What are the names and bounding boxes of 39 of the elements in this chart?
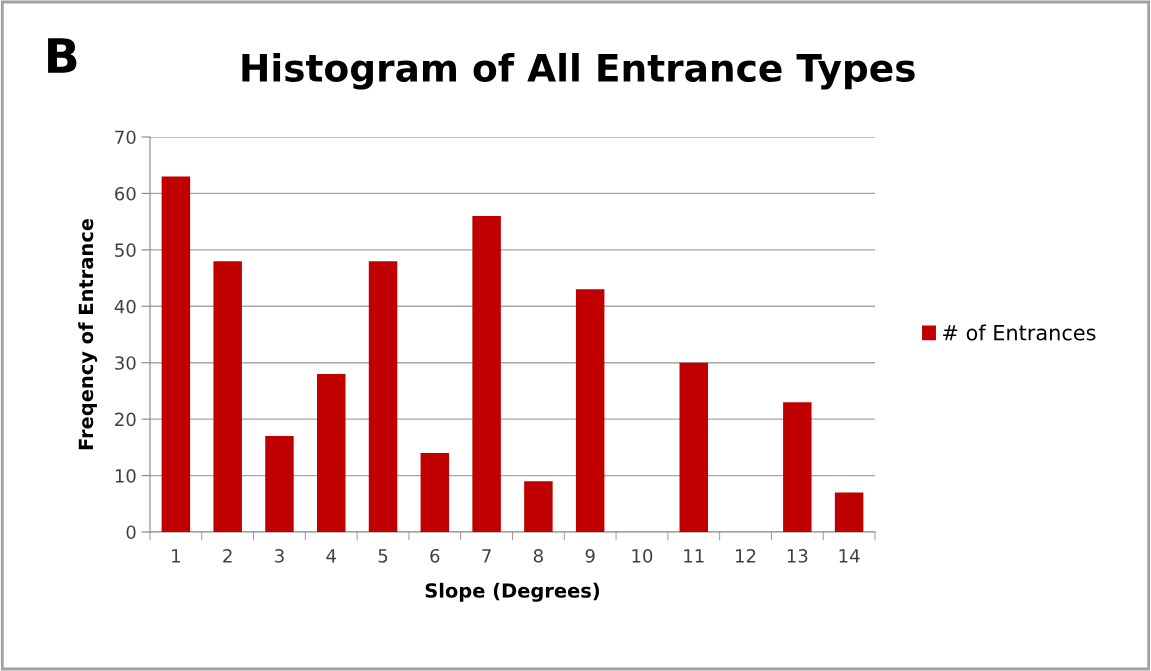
x-tick-label: 8 [533,548,543,563]
y-tick-label: 70 [115,130,136,145]
bar [265,436,294,532]
bar [524,481,553,532]
bar [783,402,812,532]
x-tick-label: 6 [430,548,440,563]
x-tick-label: 11 [684,549,704,563]
x-tick-label: 7 [482,549,491,563]
x-tick-label: 12 [736,548,756,563]
text: B [48,38,77,73]
x-axis-title: Slope (Degrees) [425,582,600,602]
bar [317,374,346,532]
legend-label: # of Entrances [943,324,1096,341]
x-tick-label: 5 [378,549,388,563]
x-tick-label: 2 [223,548,232,563]
chart-title: Histogram of All Entrance Types [242,52,915,90]
x-tick-label: 13 [787,548,808,563]
bar [679,362,708,532]
x-tick-label: 4 [326,549,336,563]
y-tick-label: 20 [115,412,136,427]
bar [575,289,605,532]
bar [213,261,242,532]
y-tick-label: 50 [115,243,136,257]
x-tick-label: 10 [632,548,653,563]
y-tick-label: 60 [115,186,136,201]
bar [420,453,450,532]
y-tick-label: 0 [126,525,136,540]
bar [834,492,864,532]
y-tick-label: 10 [115,469,136,483]
y-axis-title: Freqency of Entrance [78,218,98,450]
x-tick-label: 3 [275,548,284,563]
y-tick-label: 40 [114,299,136,314]
bar [161,176,191,532]
x-tick-label: 9 [585,548,595,563]
x-tick-label: 1 [172,549,180,563]
y-tick-label: 30 [115,356,136,370]
x-tick-label: 14 [839,549,860,563]
bar [368,261,398,532]
bar [472,216,501,532]
